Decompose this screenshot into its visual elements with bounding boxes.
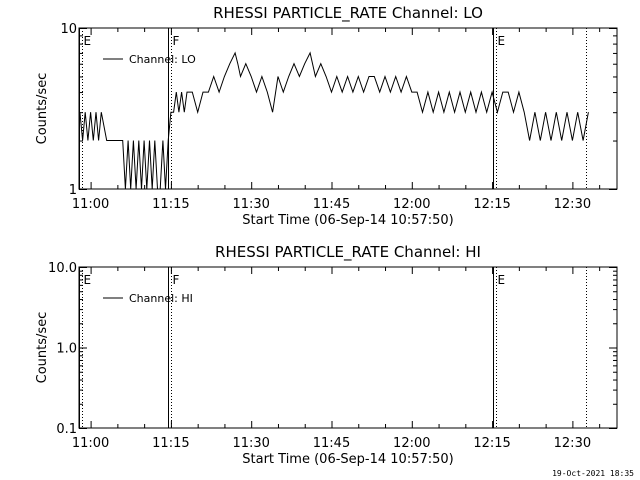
timestamp-footer: 19-Oct-2021 18:35 — [552, 469, 634, 478]
y-tick-label: 10.0 — [48, 261, 77, 276]
y-tick-label: 10 — [60, 22, 77, 37]
x-tick-label: 12:15 — [473, 436, 510, 451]
x-tick-label: 11:45 — [313, 436, 350, 451]
y-axis-label: Counts/sec — [35, 312, 50, 384]
marker-label-f: F — [173, 34, 180, 48]
x-tick-label: 12:00 — [393, 197, 430, 212]
legend-label: Channel: LO — [129, 53, 196, 66]
x-tick-label: 11:15 — [152, 436, 189, 451]
chart-panel-2: RHESSI PARTICLE_RATE Channel: HI 11:00 11:… — [35, 243, 618, 467]
y-tick-label: 1 — [69, 183, 77, 198]
x-axis-label: Start Time (06-Sep-14 10:57:50) — [242, 213, 453, 228]
x-tick-label: 11:30 — [232, 197, 269, 212]
x-axis-label: Start Time (06-Sep-14 10:57:50) — [242, 452, 453, 467]
marker-label-e: E — [498, 34, 506, 48]
marker-label-e: E — [84, 273, 92, 287]
marker-label-e: E — [84, 34, 92, 48]
x-tick-label: 12:00 — [393, 436, 430, 451]
x-tick-label: 11:15 — [152, 197, 189, 212]
x-tick-label: 12:30 — [554, 197, 591, 212]
series-line — [79, 51, 589, 190]
marker-label-f: F — [173, 273, 180, 287]
x-tick-label: 11:30 — [232, 436, 269, 451]
x-tick-label: 12:15 — [473, 197, 510, 212]
chart-title: RHESSI PARTICLE_RATE Channel: LO — [213, 4, 483, 23]
x-tick-label: 11:45 — [313, 197, 350, 212]
marker-label-e: E — [498, 273, 506, 287]
legend-label: Channel: HI — [129, 292, 193, 305]
chart-title: RHESSI PARTICLE_RATE Channel: HI — [215, 243, 481, 262]
x-tick-label: 12:30 — [554, 436, 591, 451]
chart-panel-1: RHESSI PARTICLE_RATE Channel: LO 11:00 11:… — [35, 4, 618, 228]
y-axis-label: Counts/sec — [35, 73, 50, 145]
x-tick-label: 11:00 — [72, 197, 109, 212]
x-tick-label: 11:00 — [72, 436, 109, 451]
y-tick-label: 0.1 — [56, 422, 77, 437]
y-tick-label: 1.0 — [56, 342, 77, 357]
